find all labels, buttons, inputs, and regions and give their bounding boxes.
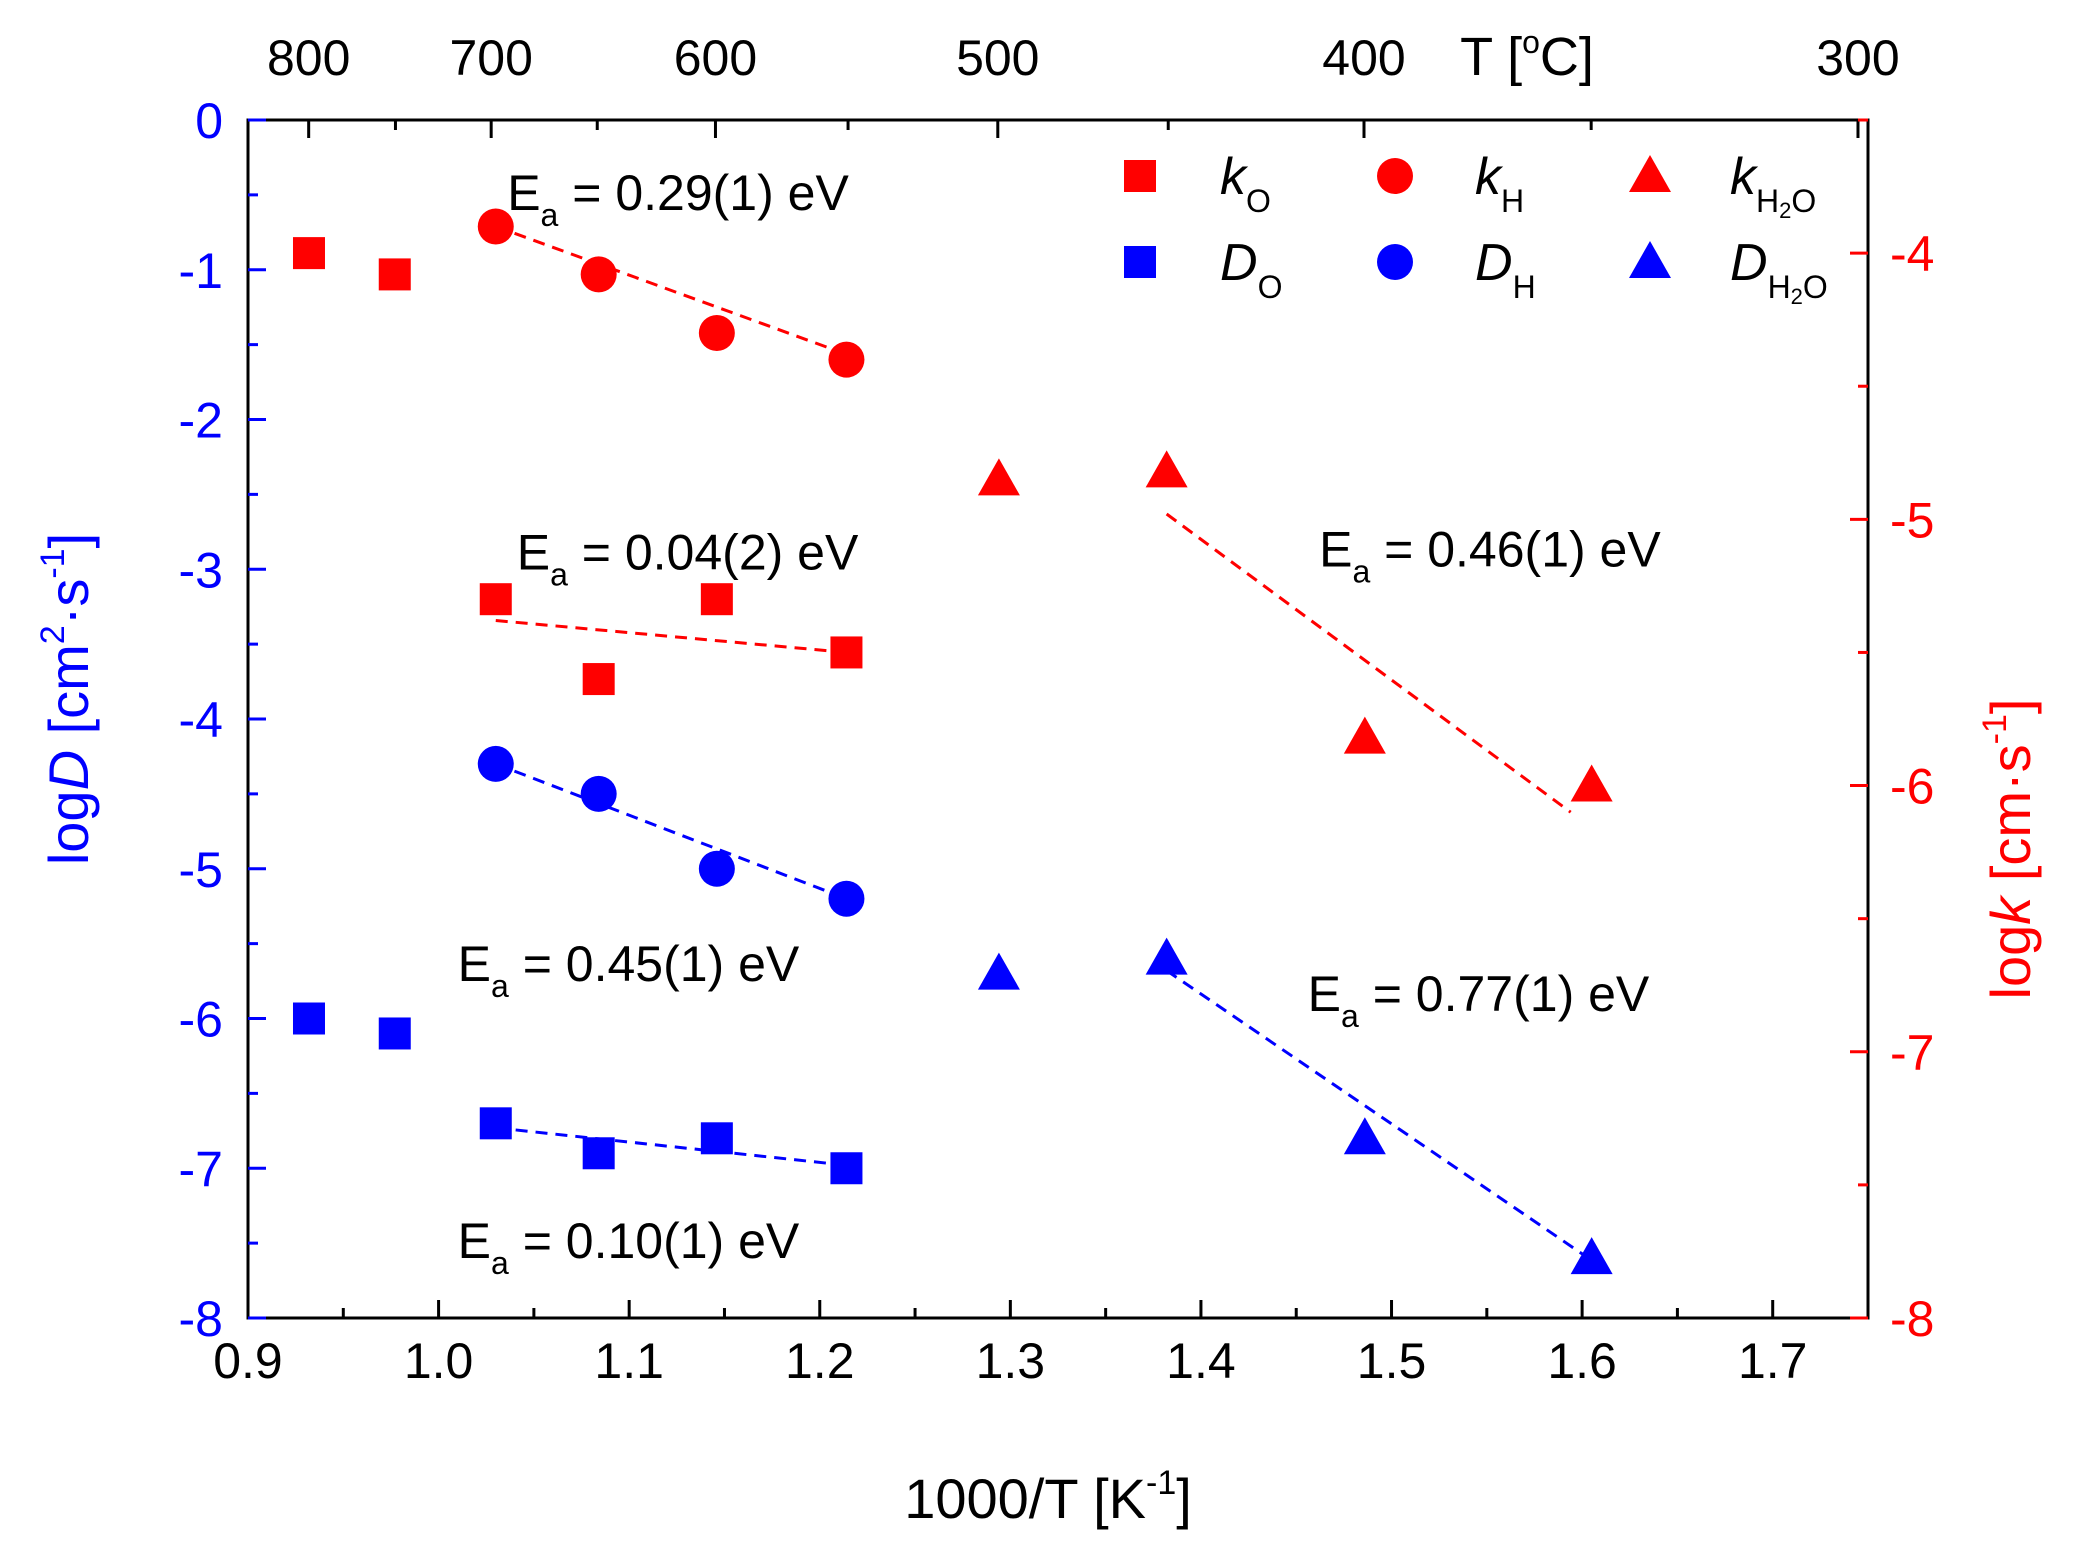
- fit-lines: [495, 225, 1585, 1257]
- data-point-DH2O: [977, 952, 1020, 990]
- right-axis: -4 -5 -6 -7 -8: [1850, 118, 1934, 1347]
- data-point-DH: [698, 850, 735, 887]
- data-point-DH: [828, 880, 865, 917]
- annotation-ea3: Ea = 0.46(1) eV: [1319, 521, 1661, 589]
- legend: kO kH kH2O DO DH DH2O: [1124, 148, 1828, 309]
- fit-line: [495, 762, 847, 901]
- x-tick-label: 1.3: [976, 1333, 1046, 1389]
- data-point-kH2O: [977, 458, 1020, 496]
- top-tick-label: 400: [1322, 30, 1405, 86]
- y-left-tick-label: -3: [179, 542, 223, 598]
- x-tick-label: 0.9: [213, 1333, 283, 1389]
- data-point-kO: [582, 663, 615, 696]
- data-point-DO: [292, 1002, 325, 1035]
- data-point-kH: [477, 208, 514, 245]
- axis-titles: 1000/T [K-1] logD [cm2·s-1] logk [cm·s-1]: [34, 533, 2042, 1530]
- bottom-axis: 0.9 1.0 1.1 1.2 1.3 1.4 1.5 1.6 1.7: [213, 1300, 1807, 1389]
- annotation-ea2: Ea = 0.04(2) eV: [517, 524, 859, 592]
- data-point-kO: [830, 636, 863, 669]
- y-left-tick-label: -8: [179, 1291, 223, 1347]
- y-left-tick-label: -2: [179, 393, 223, 449]
- y-right-tick-label: -4: [1890, 226, 1934, 282]
- y-left-tick-label: 0: [195, 93, 223, 149]
- legend-label-kO: kO: [1220, 148, 1271, 219]
- data-point-DO: [582, 1137, 615, 1170]
- y-right-tick-label: -8: [1890, 1291, 1934, 1347]
- data-point-DO: [378, 1017, 411, 1050]
- data-point-DO: [700, 1122, 733, 1155]
- top-tick-label: 500: [956, 30, 1039, 86]
- y-left-axis-title: logD [cm2·s-1]: [34, 533, 100, 865]
- y-left-tick-label: -7: [179, 1141, 223, 1197]
- data-point-kH2O: [1570, 764, 1613, 802]
- data-point-DO: [830, 1152, 863, 1185]
- left-axis: 0 -1 -2 -3 -4 -5 -6 -7 -8: [179, 93, 266, 1347]
- data-point-DH: [580, 775, 617, 812]
- y-left-tick-label: -4: [179, 692, 223, 748]
- data-point-kO: [378, 258, 411, 291]
- x-tick-label: 1.5: [1357, 1333, 1427, 1389]
- legend-label-kH2O: kH2O: [1730, 148, 1816, 223]
- data-point-kO: [700, 583, 733, 616]
- top-tick-label: 300: [1816, 30, 1899, 86]
- data-point-kH: [580, 256, 617, 293]
- y-right-tick-label: -5: [1890, 492, 1934, 548]
- legend-marker-kH2O: [1629, 155, 1671, 192]
- annotation-ea4: Ea = 0.45(1) eV: [458, 936, 800, 1004]
- x-tick-label: 1.4: [1166, 1333, 1236, 1389]
- data-point-DH: [477, 745, 514, 782]
- legend-label-DH2O: DH2O: [1730, 234, 1828, 309]
- legend-label-kH: kH: [1475, 148, 1524, 219]
- legend-marker-kH: [1377, 158, 1413, 194]
- legend-marker-DO: [1124, 246, 1156, 278]
- data-point-kH2O: [1343, 716, 1386, 754]
- x-tick-label: 1.2: [785, 1333, 855, 1389]
- data-point-kH2O: [1145, 450, 1188, 488]
- legend-label-DO: DO: [1220, 234, 1282, 305]
- y-right-tick-label: -7: [1890, 1025, 1934, 1081]
- data-points: [292, 208, 1613, 1275]
- data-point-DH2O: [1145, 937, 1188, 975]
- data-point-DH2O: [1343, 1117, 1386, 1155]
- top-tick-label: 600: [674, 30, 757, 86]
- top-tick-label: 700: [449, 30, 532, 86]
- fit-line: [495, 619, 847, 654]
- x-tick-label: 1.7: [1738, 1333, 1808, 1389]
- fit-line: [495, 1126, 847, 1167]
- legend-label-DH: DH: [1475, 234, 1536, 305]
- fit-line: [1165, 969, 1585, 1257]
- legend-marker-DH: [1377, 244, 1413, 280]
- x-tick-label: 1.1: [594, 1333, 664, 1389]
- x-tick-label: 1.0: [404, 1333, 474, 1389]
- x-tick-label: 1.6: [1547, 1333, 1617, 1389]
- y-left-tick-label: -1: [179, 243, 223, 299]
- annotation-ea1: Ea = 0.29(1) eV: [507, 165, 849, 233]
- y-left-tick-label: -5: [179, 842, 223, 898]
- top-axis: 800 700 600 500 400 300 T [oC]: [267, 24, 1900, 138]
- legend-marker-DH2O: [1629, 241, 1671, 278]
- y-right-tick-label: -6: [1890, 759, 1934, 815]
- data-point-kO: [479, 583, 512, 616]
- y-right-axis-title: logk [cm·s-1]: [1976, 699, 2042, 1000]
- top-tick-label: 800: [267, 30, 350, 86]
- data-point-DO: [479, 1107, 512, 1140]
- data-point-DH2O: [1570, 1237, 1613, 1275]
- data-point-kO: [292, 237, 325, 270]
- x-axis-title: 1000/T [K-1]: [904, 1464, 1192, 1530]
- annotation-ea5: Ea = 0.77(1) eV: [1308, 966, 1650, 1034]
- data-point-kH: [828, 341, 865, 378]
- data-point-kH: [698, 314, 735, 351]
- annotation-ea6: Ea = 0.10(1) eV: [458, 1213, 800, 1281]
- fit-line: [495, 225, 847, 356]
- fit-line: [1165, 512, 1572, 814]
- top-axis-title: T [oC]: [1460, 24, 1594, 87]
- activation-energy-annotations: Ea = 0.29(1) eV Ea = 0.04(2) eV Ea = 0.46(…: [458, 165, 1662, 1281]
- legend-marker-kO: [1124, 160, 1156, 192]
- y-left-tick-label: -6: [179, 992, 223, 1048]
